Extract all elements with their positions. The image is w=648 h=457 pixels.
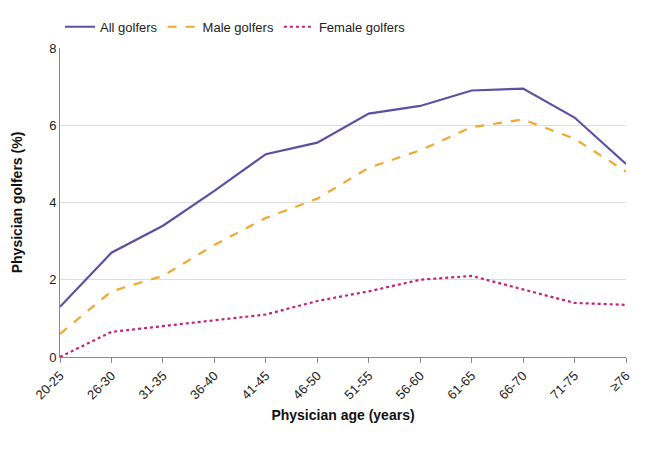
svg-text:Female golfers: Female golfers <box>319 20 405 35</box>
svg-text:0: 0 <box>49 350 56 365</box>
svg-text:Physician age (years): Physician age (years) <box>271 407 414 423</box>
svg-text:61-65: 61-65 <box>444 368 478 402</box>
svg-text:41-45: 41-45 <box>238 368 272 402</box>
svg-text:66-70: 66-70 <box>496 368 530 402</box>
svg-text:Male golfers: Male golfers <box>203 20 274 35</box>
svg-text:All golfers: All golfers <box>100 20 158 35</box>
svg-text:2: 2 <box>49 272 56 287</box>
svg-text:36-40: 36-40 <box>187 368 221 402</box>
svg-text:51-55: 51-55 <box>341 368 375 402</box>
svg-text:26-30: 26-30 <box>84 368 118 402</box>
svg-text:Physician golfers (%): Physician golfers (%) <box>9 132 25 274</box>
svg-text:≥76: ≥76 <box>607 368 633 394</box>
svg-text:31-35: 31-35 <box>136 368 170 402</box>
svg-text:56-60: 56-60 <box>393 368 427 402</box>
svg-text:8: 8 <box>49 41 56 56</box>
svg-text:71-75: 71-75 <box>547 368 581 402</box>
svg-text:46-50: 46-50 <box>290 368 324 402</box>
svg-text:6: 6 <box>49 118 56 133</box>
svg-text:20-25: 20-25 <box>33 368 67 402</box>
svg-text:4: 4 <box>49 195 56 210</box>
